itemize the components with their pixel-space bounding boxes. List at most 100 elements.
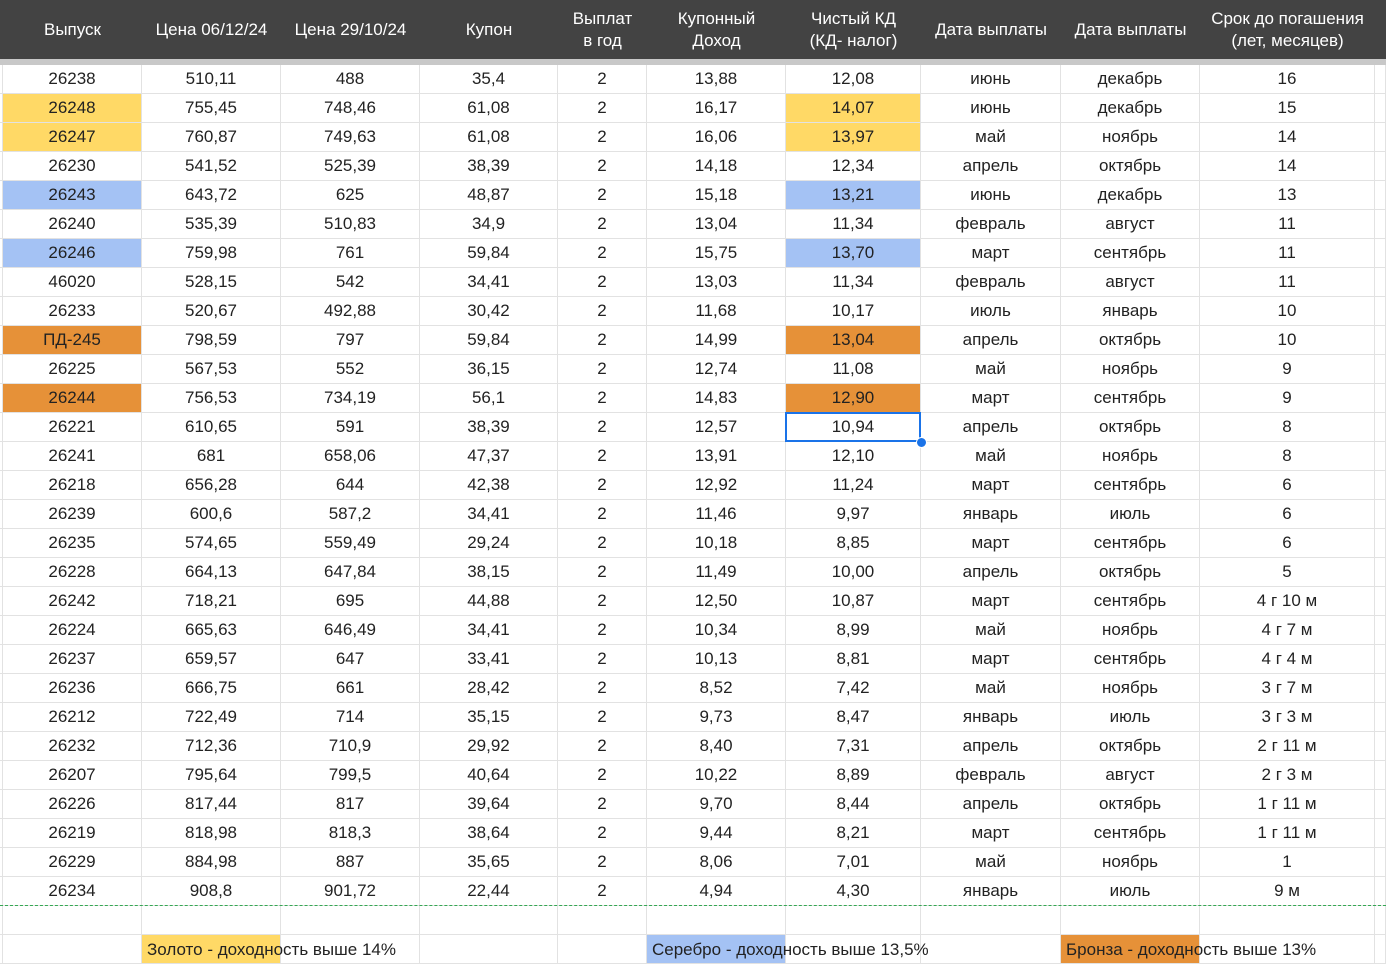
cell[interactable]: 6	[1200, 500, 1375, 529]
cell[interactable]: 2	[558, 94, 647, 123]
cell[interactable]: 714	[281, 703, 420, 732]
cell[interactable]: 38,64	[420, 819, 558, 848]
cell[interactable]: 14,18	[647, 152, 786, 181]
cell[interactable]: 12,74	[647, 355, 786, 384]
cell[interactable]: 13,03	[647, 268, 786, 297]
cell[interactable]: 695	[281, 587, 420, 616]
cell[interactable]: 22,44	[420, 877, 558, 906]
cell[interactable]: 574,65	[142, 529, 281, 558]
cell[interactable]: 11,68	[647, 297, 786, 326]
cell[interactable]: 541,52	[142, 152, 281, 181]
cell[interactable]: 646,49	[281, 616, 420, 645]
cell[interactable]: октябрь	[1061, 732, 1200, 761]
cell[interactable]: 658,06	[281, 442, 420, 471]
cell[interactable]: 3 г 7 м	[1200, 674, 1375, 703]
cell[interactable]: 799,5	[281, 761, 420, 790]
cell[interactable]: 4,94	[647, 877, 786, 906]
cell[interactable]: 542	[281, 268, 420, 297]
cell[interactable]: 11	[1200, 210, 1375, 239]
cell[interactable]: 6	[1200, 529, 1375, 558]
cell[interactable]: 61,08	[420, 123, 558, 152]
cell[interactable]: 2	[558, 703, 647, 732]
cell[interactable]: 14,07	[786, 94, 921, 123]
cell[interactable]: 26247	[3, 123, 142, 152]
cell[interactable]: 13	[1200, 181, 1375, 210]
cell[interactable]: 11	[1200, 268, 1375, 297]
cell[interactable]: 2	[558, 181, 647, 210]
cell[interactable]: 2	[558, 471, 647, 500]
cell[interactable]: январь	[921, 703, 1061, 732]
cell[interactable]: 644	[281, 471, 420, 500]
cell[interactable]: 818,3	[281, 819, 420, 848]
cell[interactable]: 2	[558, 355, 647, 384]
cell[interactable]: 47,37	[420, 442, 558, 471]
cell[interactable]: 59,84	[420, 239, 558, 268]
cell[interactable]: 46020	[3, 268, 142, 297]
cell[interactable]: 666,75	[142, 674, 281, 703]
cell[interactable]: 567,53	[142, 355, 281, 384]
cell[interactable]: 26212	[3, 703, 142, 732]
cell[interactable]: сентябрь	[1061, 819, 1200, 848]
cell[interactable]: 8,44	[786, 790, 921, 819]
cell[interactable]: 492,88	[281, 297, 420, 326]
cell[interactable]: июль	[1061, 703, 1200, 732]
cell[interactable]: 13,21	[786, 181, 921, 210]
cell[interactable]: 26229	[3, 848, 142, 877]
cell[interactable]: 10,00	[786, 558, 921, 587]
cell[interactable]: ноябрь	[1061, 848, 1200, 877]
cell[interactable]: август	[1061, 268, 1200, 297]
cell[interactable]: 10	[1200, 326, 1375, 355]
cell[interactable]: 759,98	[142, 239, 281, 268]
cell[interactable]: 2	[558, 790, 647, 819]
cell[interactable]: 659,57	[142, 645, 281, 674]
cell[interactable]: декабрь	[1061, 65, 1200, 94]
cell[interactable]: 2	[558, 587, 647, 616]
cell[interactable]: август	[1061, 210, 1200, 239]
empty-cell[interactable]	[281, 935, 420, 964]
cell[interactable]: 13,91	[647, 442, 786, 471]
empty-cell[interactable]	[786, 906, 921, 935]
cell[interactable]: 681	[142, 442, 281, 471]
cell[interactable]: 2	[558, 819, 647, 848]
cell[interactable]: 26221	[3, 413, 142, 442]
cell[interactable]: 26235	[3, 529, 142, 558]
cell[interactable]: 2	[558, 210, 647, 239]
cell[interactable]: 2 г 11 м	[1200, 732, 1375, 761]
cell[interactable]: 2	[558, 616, 647, 645]
cell[interactable]: 488	[281, 65, 420, 94]
cell[interactable]: 40,64	[420, 761, 558, 790]
cell[interactable]: 11,24	[786, 471, 921, 500]
cell[interactable]: 35,15	[420, 703, 558, 732]
cell[interactable]: 16,17	[647, 94, 786, 123]
cell[interactable]: 2	[558, 123, 647, 152]
cell[interactable]: май	[921, 848, 1061, 877]
cell[interactable]: 535,39	[142, 210, 281, 239]
cell[interactable]: 756,53	[142, 384, 281, 413]
cell[interactable]: 13,88	[647, 65, 786, 94]
cell[interactable]: июнь	[921, 65, 1061, 94]
cell[interactable]: 749,63	[281, 123, 420, 152]
cell[interactable]: 761	[281, 239, 420, 268]
cell[interactable]: сентябрь	[1061, 587, 1200, 616]
column-header[interactable]: Цена 29/10/24	[281, 0, 420, 59]
cell[interactable]: 16	[1200, 65, 1375, 94]
cell[interactable]: 33,41	[420, 645, 558, 674]
cell[interactable]: 712,36	[142, 732, 281, 761]
cell[interactable]: апрель	[921, 558, 1061, 587]
cell[interactable]: май	[921, 674, 1061, 703]
cell[interactable]: апрель	[921, 732, 1061, 761]
cell[interactable]: 48,87	[420, 181, 558, 210]
cell[interactable]: 35,65	[420, 848, 558, 877]
cell[interactable]: 9,73	[647, 703, 786, 732]
cell[interactable]: 9 м	[1200, 877, 1375, 906]
cell[interactable]: 13,97	[786, 123, 921, 152]
cell[interactable]: 39,64	[420, 790, 558, 819]
cell[interactable]: 8,47	[786, 703, 921, 732]
cell[interactable]: 11	[1200, 239, 1375, 268]
cell[interactable]: апрель	[921, 152, 1061, 181]
cell[interactable]: 12,34	[786, 152, 921, 181]
cell[interactable]: 26218	[3, 471, 142, 500]
column-header[interactable]: Выплат в год	[558, 0, 647, 59]
cell[interactable]: 817	[281, 790, 420, 819]
cell[interactable]: 2	[558, 442, 647, 471]
